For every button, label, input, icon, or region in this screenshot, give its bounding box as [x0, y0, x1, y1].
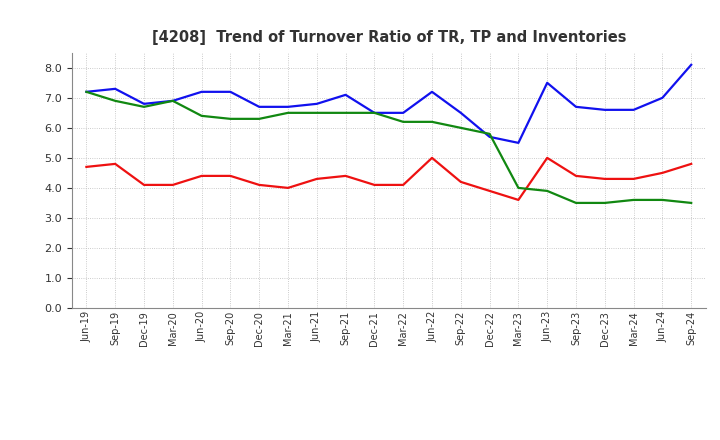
Inventories — [312, 110, 321, 115]
Inventories — [485, 131, 494, 136]
Trade Receivables — [629, 176, 638, 182]
Inventories — [572, 200, 580, 205]
Trade Receivables — [572, 173, 580, 179]
Trade Payables — [370, 110, 379, 115]
Trade Receivables — [428, 155, 436, 161]
Inventories — [197, 113, 206, 118]
Trade Receivables — [312, 176, 321, 182]
Line: Trade Receivables: Trade Receivables — [86, 158, 691, 200]
Trade Payables — [485, 134, 494, 139]
Trade Payables — [140, 101, 148, 106]
Inventories — [399, 119, 408, 125]
Trade Receivables — [600, 176, 609, 182]
Inventories — [600, 200, 609, 205]
Trade Receivables — [341, 173, 350, 179]
Inventories — [341, 110, 350, 115]
Trade Payables — [255, 104, 264, 110]
Trade Receivables — [140, 182, 148, 187]
Inventories — [82, 89, 91, 95]
Inventories — [226, 116, 235, 121]
Inventories — [687, 200, 696, 205]
Trade Payables — [514, 140, 523, 146]
Inventories — [658, 197, 667, 202]
Trade Receivables — [111, 161, 120, 166]
Trade Payables — [543, 80, 552, 85]
Trade Payables — [111, 86, 120, 92]
Trade Payables — [572, 104, 580, 110]
Trade Receivables — [197, 173, 206, 179]
Trade Payables — [687, 62, 696, 67]
Trade Receivables — [456, 179, 465, 184]
Trade Receivables — [658, 170, 667, 176]
Trade Receivables — [399, 182, 408, 187]
Trade Payables — [226, 89, 235, 95]
Inventories — [284, 110, 292, 115]
Inventories — [370, 110, 379, 115]
Trade Payables — [82, 89, 91, 95]
Trade Payables — [341, 92, 350, 98]
Trade Receivables — [284, 185, 292, 191]
Trade Receivables — [226, 173, 235, 179]
Trade Receivables — [543, 155, 552, 161]
Trade Payables — [600, 107, 609, 113]
Line: Inventories: Inventories — [86, 92, 691, 203]
Trade Payables — [312, 101, 321, 106]
Trade Receivables — [687, 161, 696, 166]
Inventories — [629, 197, 638, 202]
Inventories — [140, 104, 148, 110]
Inventories — [255, 116, 264, 121]
Trade Receivables — [370, 182, 379, 187]
Trade Receivables — [514, 197, 523, 202]
Trade Payables — [399, 110, 408, 115]
Inventories — [514, 185, 523, 191]
Inventories — [543, 188, 552, 194]
Trade Payables — [197, 89, 206, 95]
Trade Receivables — [82, 164, 91, 169]
Trade Payables — [284, 104, 292, 110]
Inventories — [456, 125, 465, 131]
Trade Payables — [168, 98, 177, 103]
Trade Receivables — [255, 182, 264, 187]
Trade Payables — [629, 107, 638, 113]
Inventories — [168, 98, 177, 103]
Trade Payables — [456, 110, 465, 115]
Inventories — [428, 119, 436, 125]
Trade Receivables — [485, 188, 494, 194]
Inventories — [111, 98, 120, 103]
Trade Receivables — [168, 182, 177, 187]
Trade Payables — [658, 95, 667, 100]
Line: Trade Payables: Trade Payables — [86, 65, 691, 143]
Title: [4208]  Trend of Turnover Ratio of TR, TP and Inventories: [4208] Trend of Turnover Ratio of TR, TP… — [151, 29, 626, 45]
Trade Payables — [428, 89, 436, 95]
